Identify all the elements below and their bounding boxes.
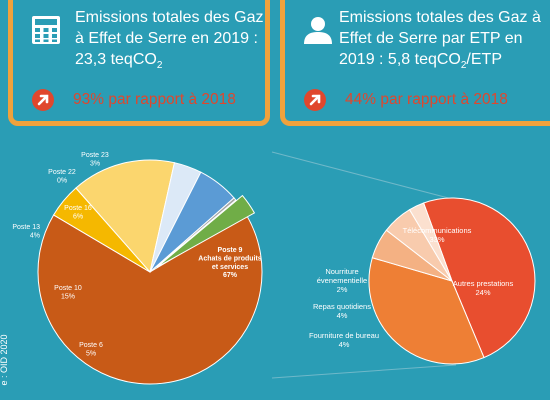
connector-line-top (271, 151, 457, 201)
pie-label-fourniture-de-bureau: Fourniture de bureau 4% (309, 331, 379, 349)
pie-slice-autres-prestations (368, 257, 485, 365)
pie-slice-telecommunications (422, 197, 536, 359)
connector-line-bottom (271, 364, 457, 379)
arrow-up-right-icon (304, 89, 326, 111)
pie-slice-poste-9-achats-de-produits-et-services (37, 214, 263, 385)
pie-slice-poste-10 (75, 159, 176, 274)
card-total-emissions-title: Emissions totales des Gaz à Effet de Ser… (75, 9, 264, 72)
arrow-up-right-icon (32, 89, 54, 111)
trend-text: 93% par rapport à 2018 (73, 91, 236, 108)
pie-label-poste-10: Poste 10 15% (54, 285, 82, 300)
trend-text: 44% par rapport à 2018 (345, 91, 508, 108)
source-credit: e : OID 2020 (0, 334, 9, 386)
pie-label-repas-quotidiens: Repas quotidiens 4% (313, 302, 371, 320)
pie-label-telecommunications: Télécommunications 33% (403, 226, 472, 244)
card-emissions-per-fte: Emissions totales des Gaz à Effet de Ser… (280, 0, 550, 126)
calculator-icon (32, 16, 60, 44)
card-emissions-per-fte-trend: 44% par rapport à 2018 (303, 88, 508, 112)
pie-slice-nourriture-evenementielle (408, 202, 453, 282)
pie-slice-poste-23 (156, 194, 256, 268)
pie-label-poste-16: Poste 16 6% (64, 205, 92, 220)
person-icon (304, 17, 332, 44)
card-total-emissions-trend: 93% par rapport à 2018 (31, 88, 236, 112)
card-emissions-per-fte-title: Emissions totales des Gaz à Effet de Ser… (339, 9, 541, 72)
pie-label-poste-9-achats-de-produits-et-services: Poste 9 Achats de produits et services 67% (198, 247, 262, 279)
pie-label-poste-13: Poste 13 4% (12, 224, 40, 239)
pie-label-poste-23: Poste 23 3% (81, 152, 109, 167)
card-total-emissions: Emissions totales des Gaz à Effet de Ser… (8, 0, 270, 126)
pie-slice-poste-22 (149, 197, 237, 273)
pie-label-nourriture-evenementielle: Nourriture évenementielle 2% (317, 267, 367, 294)
pie-label-poste-22: Poste 22 0% (48, 169, 76, 184)
pie-label-poste-6: Poste 6 5% (79, 342, 103, 357)
pie-label-autres-prestations: Autres prestations 24% (453, 279, 514, 297)
